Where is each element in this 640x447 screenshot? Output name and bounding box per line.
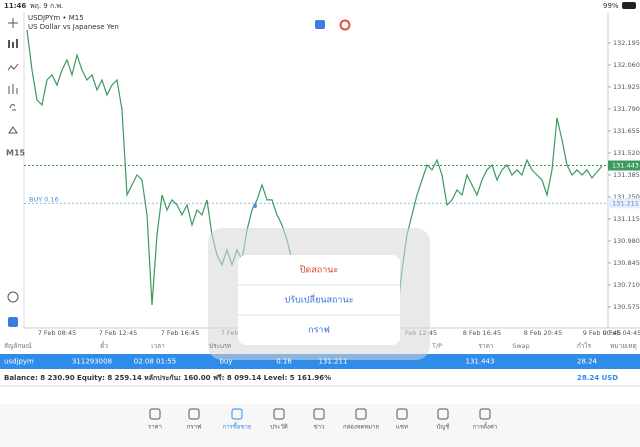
x-tick-label: 9 Feb 04:45: [603, 329, 640, 337]
y-tick-label: 131.250: [613, 193, 640, 201]
y-tick-label: 131.115: [613, 215, 640, 223]
nav-icon[interactable]: [313, 408, 325, 420]
nav-bar: [0, 404, 640, 447]
objects-tool[interactable]: [8, 126, 18, 134]
entry-marker: [253, 204, 257, 208]
table-header: หมายเหตุ: [610, 342, 637, 350]
chart-type-tool[interactable]: [8, 39, 18, 48]
left-toolbar: [7, 18, 19, 303]
y-tick-label: 130.980: [613, 237, 640, 245]
table-cell: 28.24: [577, 358, 598, 366]
table-cell: usdjpym: [4, 358, 34, 366]
nav-icon[interactable]: [479, 408, 491, 420]
nav-icon[interactable]: [437, 408, 449, 420]
status-time: 11:46: [4, 2, 26, 10]
nav-label[interactable]: กล่องจดหมาย: [343, 424, 379, 431]
nav-icon[interactable]: [231, 408, 243, 420]
x-tick-label: 7 Feb 08:45: [38, 329, 77, 337]
bid-tag: [608, 160, 640, 171]
chart-symbol: USDJPYm • M15: [28, 14, 84, 22]
table-header: ประเภท: [209, 342, 231, 350]
table-cell: 311293008: [72, 358, 112, 366]
x-tick-label: 7 Feb 16:45: [161, 329, 200, 337]
nav-label[interactable]: ราคา: [148, 424, 162, 431]
table-header: กำไร: [577, 342, 592, 350]
one-click-tool[interactable]: [8, 317, 18, 327]
bars-tool[interactable]: [7, 63, 19, 71]
y-tick-label: 132.195: [613, 39, 640, 47]
nav-icon[interactable]: [149, 408, 161, 420]
order-name: BUY 0.16: [29, 195, 59, 203]
popup-card: [238, 255, 400, 345]
table-cell: 131.211: [319, 358, 348, 366]
nav-label[interactable]: การตั้งค่า: [473, 421, 497, 431]
order-tag: [608, 198, 640, 209]
chart-description: US Dollar vs Japanese Yen: [28, 23, 119, 31]
nav-icon[interactable]: [396, 408, 408, 420]
y-tick-label: 130.710: [613, 281, 640, 289]
nav-label[interactable]: ข่าว: [314, 424, 325, 431]
trade-button[interactable]: [315, 20, 325, 29]
y-tick-label: 131.925: [613, 83, 640, 91]
table-cell: 131.443: [466, 358, 495, 366]
x-tick-label: 7 Feb 12:45: [99, 329, 138, 337]
table-header: สัญลักษณ์: [4, 342, 32, 350]
y-tick-label: 132.060: [613, 61, 640, 69]
zoom-tool[interactable]: [7, 291, 19, 303]
x-tick-label: 8 Feb 20:45: [524, 329, 563, 337]
table-cell: 02.08 01:55: [134, 358, 176, 366]
nav-icon[interactable]: [273, 408, 285, 420]
table-header: ตั๋ว: [100, 341, 108, 350]
nav-label[interactable]: การซื้อขาย: [223, 421, 252, 431]
table-cell: buy: [219, 358, 232, 366]
order-label: 131.211: [612, 199, 639, 207]
y-tick-label: 131.790: [613, 105, 640, 113]
nav-label[interactable]: กราฟ: [187, 424, 201, 431]
status-date: พฤ. 9 ก.พ.: [30, 2, 63, 10]
y-tick-label: 131.385: [613, 171, 640, 179]
selected-row[interactable]: [0, 354, 640, 369]
table-header: เวลา: [151, 342, 165, 350]
balance-summary: Balance: 8 230.90 Equity: 8 259.14 หลักป…: [4, 374, 331, 382]
crosshair-tool[interactable]: [8, 18, 18, 28]
timeframe[interactable]: M15: [6, 149, 26, 158]
nav-label[interactable]: ประวัติ: [270, 424, 288, 431]
nav-label[interactable]: แชท: [396, 424, 408, 431]
balance-total: 28.24 USD: [577, 374, 618, 382]
y-tick-label: 131.655: [613, 127, 640, 135]
function-tool[interactable]: [9, 103, 16, 111]
x-tick-label: 8 Feb 16:45: [463, 329, 502, 337]
popup-item[interactable]: ปรับเปลี่ยนสถานะ: [285, 293, 354, 306]
status-battery: 99%: [603, 2, 619, 10]
table-header: ราคา: [478, 342, 493, 350]
y-tick-label: 130.575: [613, 303, 640, 311]
x-tick-label: 9 Feb 00:45: [583, 329, 622, 337]
indicators-tool[interactable]: [8, 84, 18, 94]
table-header: Swap: [512, 342, 530, 350]
popup-item[interactable]: กราฟ: [308, 326, 330, 336]
nav-icon[interactable]: [355, 408, 367, 420]
battery-icon: [622, 2, 636, 9]
indicator-button[interactable]: [339, 19, 351, 31]
table-cell: 0.16: [276, 358, 292, 366]
nav-label[interactable]: บัญชี: [437, 423, 450, 431]
nav-icon[interactable]: [188, 408, 200, 420]
bid-label: 131.443: [612, 162, 639, 170]
table-header: T/P: [431, 342, 442, 350]
y-tick-label: 131.520: [613, 149, 640, 157]
popup-item[interactable]: ปิดสถานะ: [300, 265, 339, 276]
y-tick-label: 130.845: [613, 259, 640, 267]
